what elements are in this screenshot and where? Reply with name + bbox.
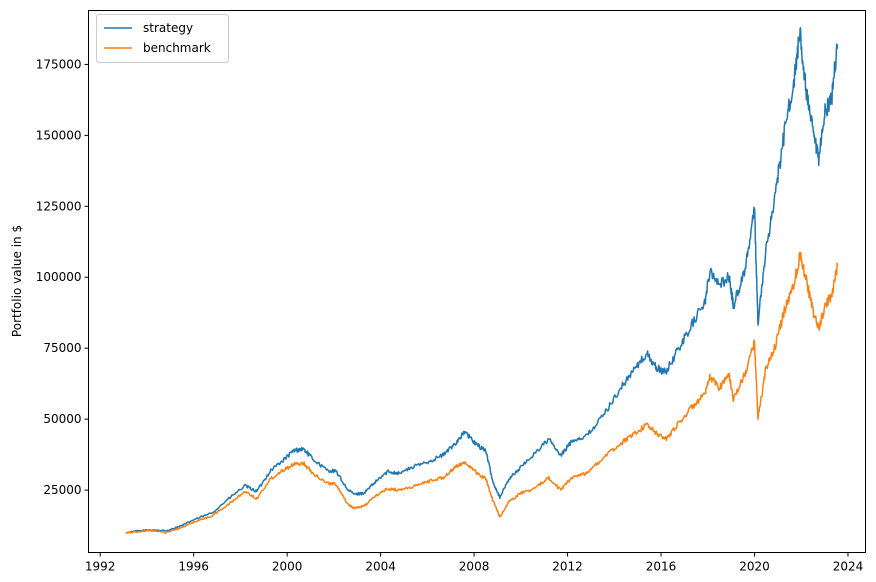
x-tick-label: 1996 — [178, 560, 209, 574]
x-tick-label: 2016 — [646, 560, 677, 574]
y-tick-label: 50000 — [43, 412, 81, 426]
legend-label-strategy: strategy — [143, 21, 193, 35]
y-tick-label: 150000 — [36, 128, 82, 142]
plot-frame — [88, 10, 866, 553]
y-axis-label: Portfolio value in $ — [10, 225, 24, 337]
x-axis: 1992 1996 2000 2004 2008 2012 2016 2020 2024 — [85, 552, 864, 574]
y-tick-label: 175000 — [36, 57, 82, 71]
y-tick-label: 125000 — [36, 199, 82, 213]
x-tick-label: 2000 — [272, 560, 303, 574]
legend-box — [96, 14, 229, 63]
y-tick-label: 75000 — [43, 341, 81, 355]
x-tick-label: 2020 — [739, 560, 770, 574]
y-tick-label: 25000 — [43, 483, 81, 497]
x-tick-label: 1992 — [85, 560, 116, 574]
y-axis: 25000 50000 75000 100000 125000 150000 175000 — [36, 57, 89, 497]
x-tick-label: 2024 — [833, 560, 864, 574]
series-layer — [125, 27, 839, 534]
x-tick-label: 2008 — [459, 560, 490, 574]
x-tick-label: 2012 — [552, 560, 583, 574]
legend-label-benchmark: benchmark — [143, 41, 211, 55]
x-tick-label: 2004 — [365, 560, 396, 574]
series-line-benchmark — [125, 251, 839, 534]
series-line-strategy — [125, 27, 839, 534]
y-tick-label: 100000 — [36, 270, 82, 284]
legend: strategy benchmark — [96, 14, 229, 63]
